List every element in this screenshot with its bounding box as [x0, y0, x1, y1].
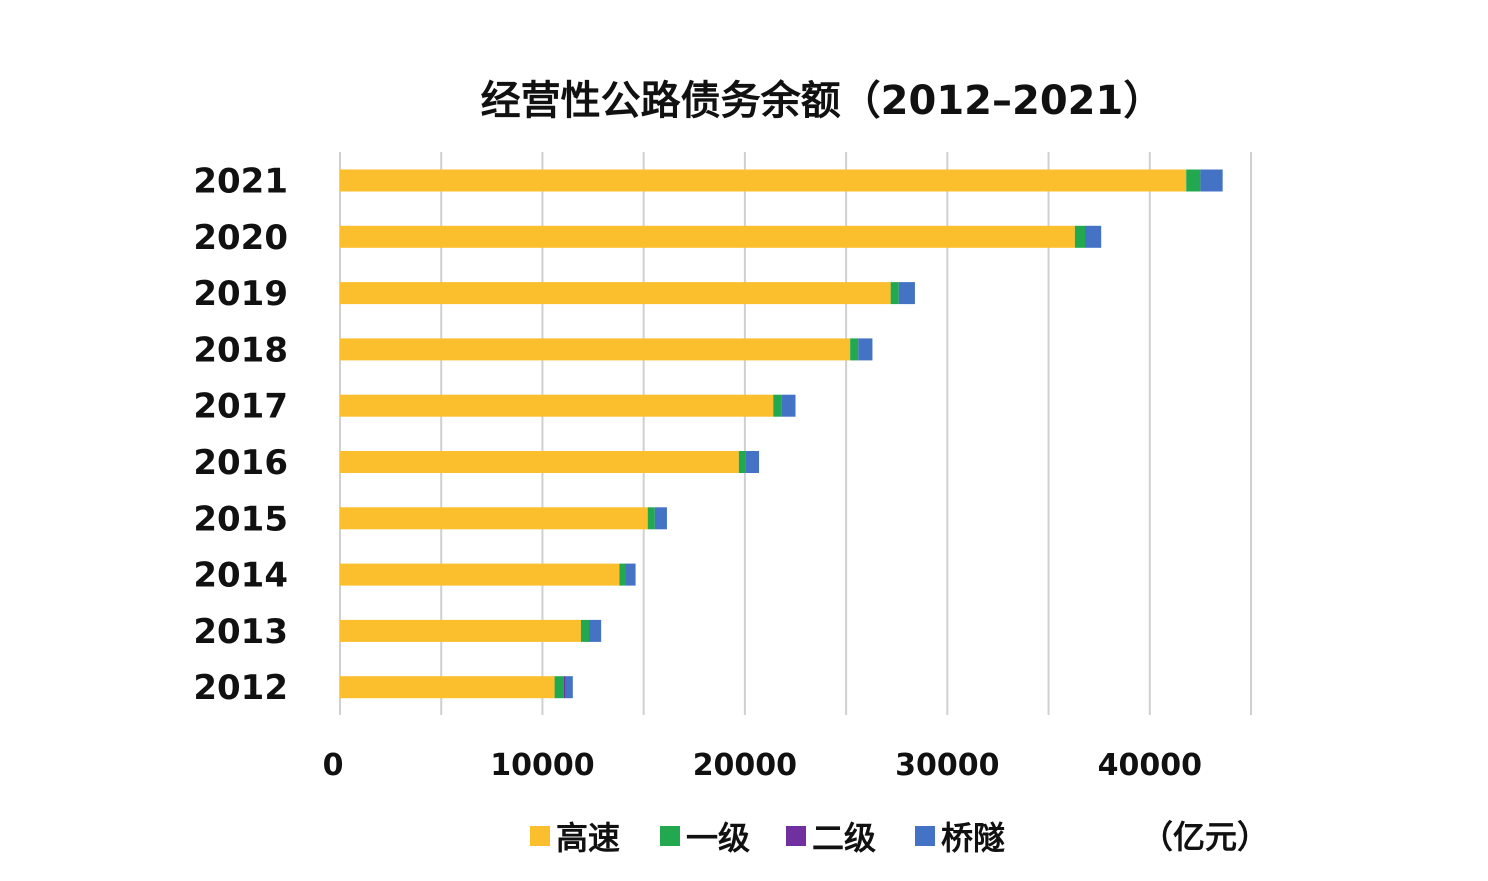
legend-label: 桥隧 [941, 819, 1005, 857]
bar-segment-2012-高速 [340, 676, 555, 699]
unit-label: （亿元） [1141, 818, 1269, 856]
chart-title: 经营性公路债务余额（2012–2021） [481, 78, 1164, 124]
legend-label: 一级 [686, 819, 750, 857]
legend-swatch-一级 [660, 826, 680, 846]
bar-segment-2013-一级 [580, 619, 590, 642]
x-tick-label: 10000 [490, 748, 594, 783]
bar-segment-2018-高速 [340, 338, 851, 361]
bar-segment-2017-高速 [340, 394, 774, 417]
y-axis-labels: 2021 2020 2019 2018 2017 2016 2015 2014 2013 2012 [193, 162, 288, 709]
bar-segment-2012-二级 [563, 676, 566, 699]
bar-segment-2020-高速 [340, 225, 1075, 248]
bar-segment-2019-一级 [890, 282, 899, 305]
x-tick-label: 20000 [693, 748, 797, 783]
bar-segment-2019-桥隧 [898, 282, 915, 305]
bars [340, 169, 1223, 699]
legend-label: 二级 [812, 819, 876, 857]
x-axis-labels: 0 10000 20000 30000 40000 [323, 748, 1202, 783]
bar-segment-2012-一级 [554, 676, 564, 699]
x-tick-label: 40000 [1098, 748, 1202, 783]
bar-segment-2018-桥隧 [858, 338, 873, 361]
bar-segment-2016-一级 [738, 451, 746, 473]
bar-segment-2015-高速 [340, 507, 648, 530]
bar-segment-2015-桥隧 [654, 507, 667, 530]
y-tick-label: 2015 [193, 499, 288, 539]
y-tick-label: 2013 [193, 612, 288, 652]
y-tick-label: 2014 [193, 556, 288, 596]
bar-segment-2021-桥隧 [1200, 169, 1223, 192]
bar-segment-2017-桥隧 [781, 394, 796, 417]
bar-segment-2021-一级 [1186, 169, 1201, 192]
bar-segment-2014-桥隧 [625, 563, 636, 586]
legend: 高速 一级 二级 桥隧 [530, 819, 1005, 857]
bar-segment-2014-一级 [619, 563, 626, 586]
bar-segment-2016-桥隧 [745, 451, 760, 473]
y-tick-label: 2021 [193, 162, 288, 202]
y-tick-label: 2018 [193, 330, 288, 370]
legend-swatch-高速 [530, 826, 550, 846]
y-tick-label: 2012 [193, 668, 288, 708]
x-tick-label: 0 [323, 748, 344, 783]
bar-segment-2020-一级 [1074, 225, 1085, 248]
bar-segment-2012-桥隧 [565, 676, 573, 699]
bar-segment-2016-高速 [340, 451, 739, 473]
bar-segment-2014-高速 [340, 563, 620, 586]
bar-segment-2017-一级 [773, 394, 782, 417]
bar-segment-2018-一级 [850, 338, 859, 361]
bar-segment-2015-一级 [647, 507, 655, 530]
bar-segment-2013-高速 [340, 619, 581, 642]
y-tick-label: 2019 [193, 274, 288, 314]
y-tick-label: 2016 [193, 443, 288, 483]
legend-swatch-二级 [786, 826, 806, 846]
legend-label: 高速 [556, 819, 620, 857]
y-tick-label: 2017 [193, 387, 288, 427]
bar-segment-2020-桥隧 [1084, 225, 1102, 248]
bar-segment-2019-高速 [340, 282, 891, 305]
bar-segment-2021-高速 [340, 169, 1187, 192]
x-tick-label: 30000 [895, 748, 999, 783]
y-tick-label: 2020 [193, 218, 288, 258]
bar-segment-2013-桥隧 [589, 619, 602, 642]
legend-swatch-桥隧 [915, 826, 935, 846]
